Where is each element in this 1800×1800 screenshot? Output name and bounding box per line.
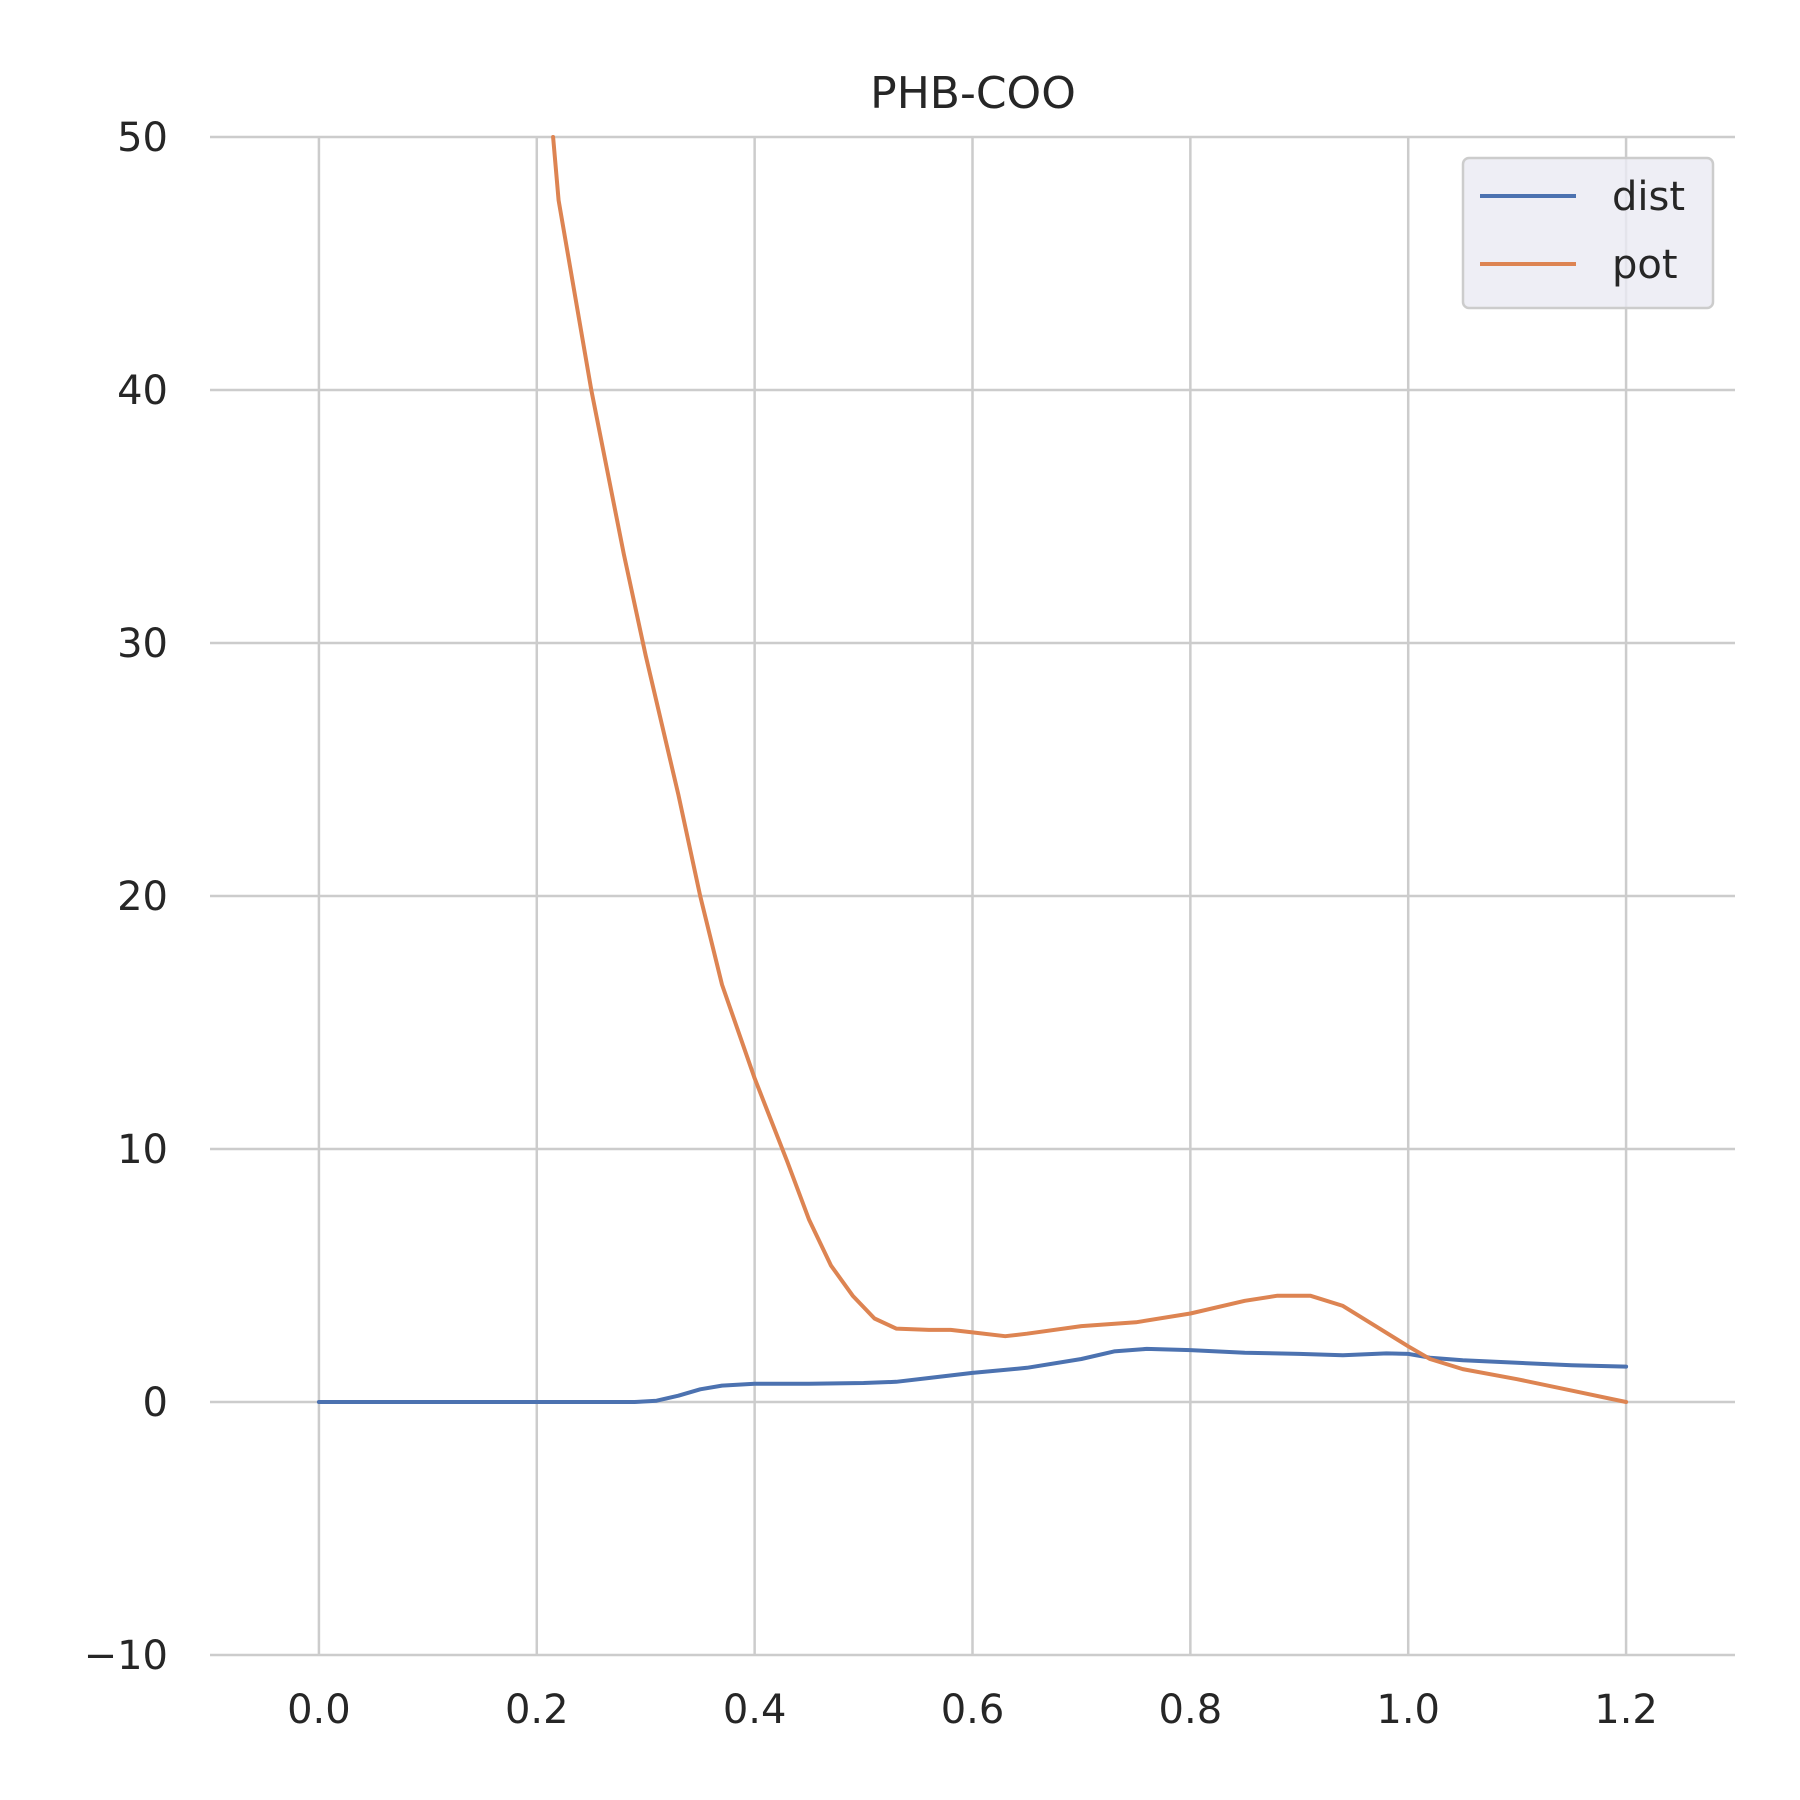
y-tick-label: 40 (117, 368, 168, 414)
y-tick-label: 10 (117, 1127, 168, 1173)
x-axis-tick-labels: 0.0 0.2 0.4 0.6 0.8 1.0 1.2 (287, 1687, 1658, 1733)
x-tick-label: 0.4 (723, 1687, 787, 1733)
legend: dist pot (1461, 156, 1715, 310)
x-tick-label: 0.2 (505, 1687, 569, 1733)
y-tick-label: 0 (143, 1380, 168, 1426)
y-tick-label: 50 (117, 115, 168, 161)
y-tick-label: −10 (84, 1633, 168, 1679)
x-tick-label: 1.2 (1594, 1687, 1658, 1733)
series-group (316, 135, 1629, 1404)
chart-title: PHB-COO (870, 68, 1076, 119)
legend-label-pot: pot (1612, 242, 1678, 288)
series-line-pot (551, 135, 1629, 1404)
y-tick-label: 20 (117, 874, 168, 920)
x-tick-label: 0.6 (941, 1687, 1005, 1733)
legend-label-dist: dist (1612, 174, 1685, 220)
grid (210, 135, 1735, 1657)
x-tick-label: 1.0 (1376, 1687, 1440, 1733)
x-tick-label: 0.8 (1159, 1687, 1223, 1733)
series-line-dist (316, 1346, 1629, 1404)
y-tick-label: 30 (117, 621, 168, 667)
y-axis-tick-labels: −10 0 10 20 30 40 50 (84, 115, 168, 1679)
x-tick-label: 0.0 (287, 1687, 351, 1733)
